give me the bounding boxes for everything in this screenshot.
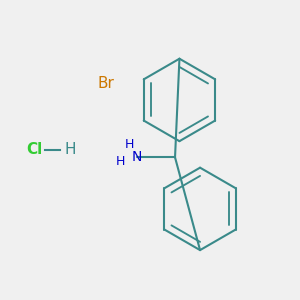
- Text: Br: Br: [98, 76, 115, 91]
- Text: Cl: Cl: [26, 142, 43, 158]
- Text: H: H: [125, 138, 134, 151]
- Text: H: H: [116, 155, 125, 168]
- Text: H: H: [64, 142, 76, 158]
- Text: N: N: [132, 150, 142, 164]
